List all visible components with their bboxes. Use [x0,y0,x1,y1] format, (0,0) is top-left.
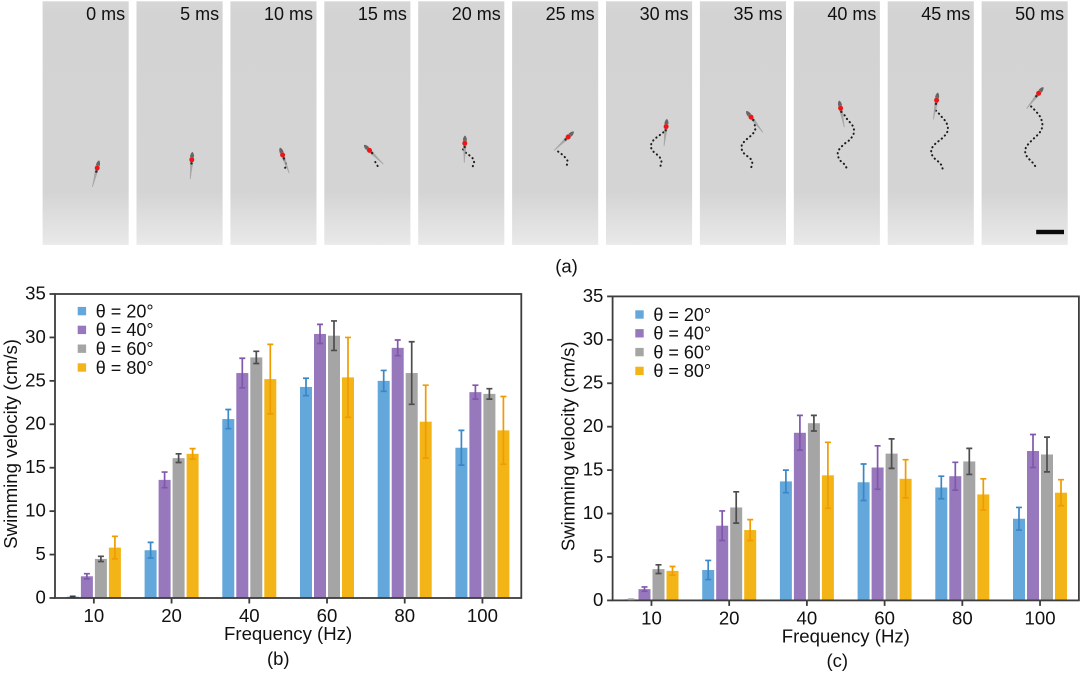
svg-text:40: 40 [797,607,818,628]
svg-text:20 ms: 20 ms [452,4,501,24]
svg-text:15: 15 [25,456,46,477]
svg-text:60: 60 [874,607,895,628]
svg-text:θ = 80°: θ = 80° [96,358,154,378]
svg-text:5: 5 [593,545,603,566]
svg-text:10: 10 [583,502,604,523]
svg-text:30: 30 [25,326,46,347]
svg-text:20: 20 [25,413,46,434]
svg-text:0: 0 [593,589,603,610]
svg-text:20: 20 [583,415,604,436]
svg-text:80: 80 [952,607,973,628]
svg-text:60: 60 [317,605,338,626]
svg-text:0 ms: 0 ms [86,4,125,24]
svg-text:θ = 40°: θ = 40° [653,324,711,344]
svg-text:10: 10 [84,605,105,626]
svg-text:35: 35 [25,282,46,303]
svg-text:(c): (c) [827,650,849,671]
svg-text:5: 5 [35,543,45,564]
svg-text:45 ms: 45 ms [921,4,970,24]
svg-text:0: 0 [35,586,45,607]
svg-text:20: 20 [161,605,182,626]
svg-text:40: 40 [239,605,260,626]
svg-text:15: 15 [583,459,604,480]
svg-text:10 ms: 10 ms [264,4,313,24]
svg-text:(b): (b) [267,648,290,669]
svg-text:θ = 40°: θ = 40° [96,320,154,340]
svg-text:20: 20 [719,607,740,628]
svg-text:(a): (a) [555,255,578,276]
svg-text:15 ms: 15 ms [358,4,407,24]
svg-text:10: 10 [641,607,662,628]
svg-text:30: 30 [583,328,604,349]
svg-text:5 ms: 5 ms [180,4,219,24]
svg-text:Frequency (Hz): Frequency (Hz) [782,626,910,647]
svg-text:25: 25 [25,369,46,390]
svg-text:Swimming velocity (cm/s): Swimming velocity (cm/s) [0,339,21,549]
svg-text:50 ms: 50 ms [1015,4,1064,24]
svg-text:35: 35 [583,285,604,306]
svg-text:100: 100 [1025,607,1056,628]
svg-text:25: 25 [583,372,604,393]
svg-text:100: 100 [467,605,498,626]
svg-text:θ = 20°: θ = 20° [96,301,154,321]
svg-text:25 ms: 25 ms [546,4,595,24]
svg-text:Swimming velocity (cm/s): Swimming velocity (cm/s) [558,341,579,551]
svg-text:10: 10 [25,500,46,521]
svg-text:θ = 80°: θ = 80° [653,361,711,381]
svg-text:θ = 60°: θ = 60° [96,339,154,359]
svg-text:30 ms: 30 ms [640,4,689,24]
svg-text:80: 80 [394,605,415,626]
svg-text:35 ms: 35 ms [733,4,782,24]
svg-text:40 ms: 40 ms [827,4,876,24]
svg-text:Frequency (Hz): Frequency (Hz) [224,623,352,644]
svg-text:θ = 20°: θ = 20° [653,305,711,325]
svg-text:θ = 60°: θ = 60° [653,342,711,362]
